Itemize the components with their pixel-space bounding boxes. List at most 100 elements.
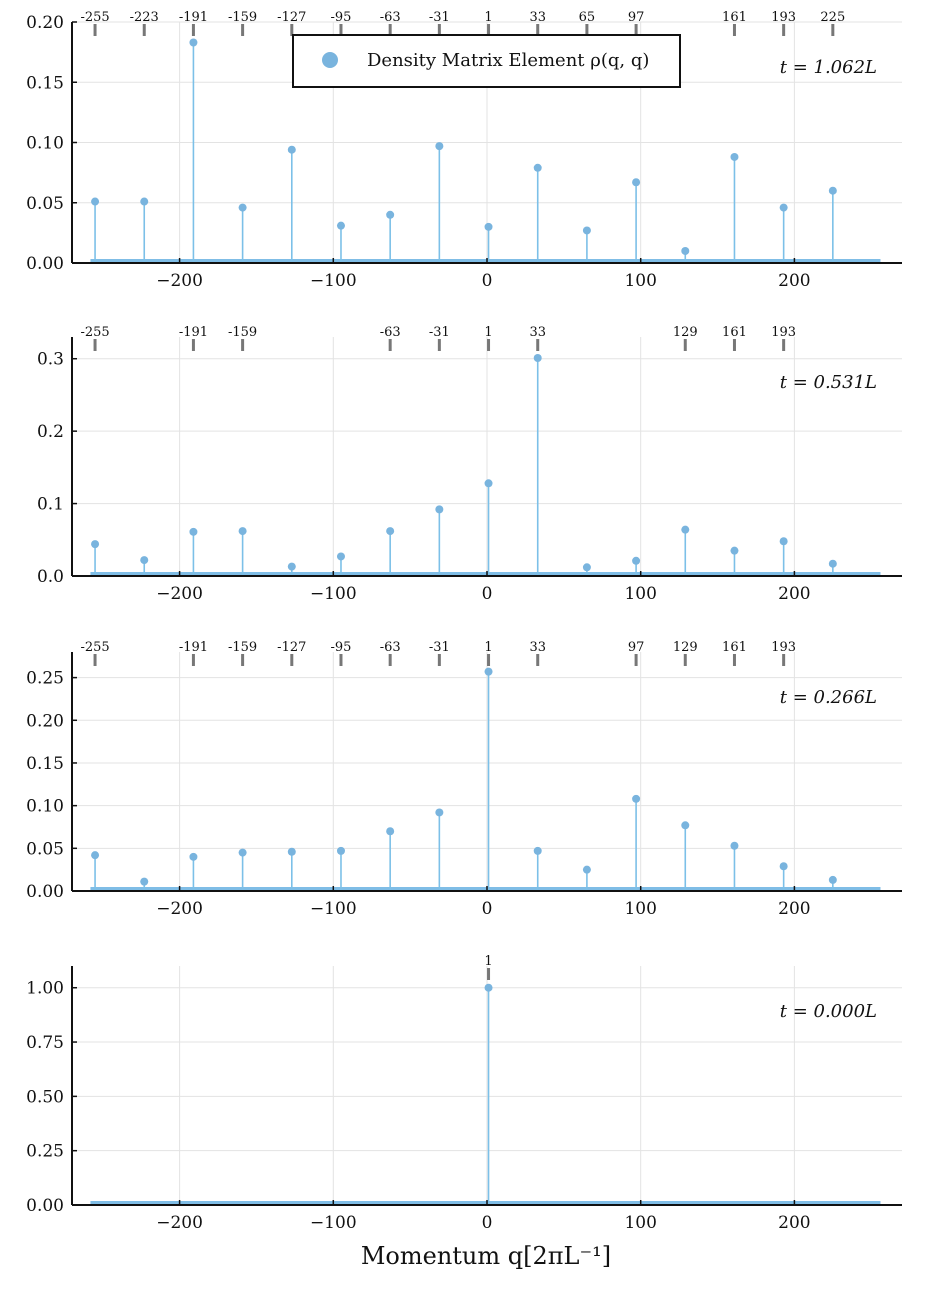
x-axis-label: Momentum q[2πL⁻¹] bbox=[361, 1242, 611, 1270]
data-point bbox=[484, 983, 493, 992]
top-tick-label: 1 bbox=[484, 640, 492, 655]
y-tick-label: 0.2 bbox=[37, 422, 64, 442]
data-point bbox=[828, 559, 837, 568]
y-tick-label: 0.25 bbox=[26, 1142, 64, 1162]
data-point bbox=[91, 540, 100, 549]
top-tick-label: 225 bbox=[820, 10, 845, 25]
top-tick-label: 129 bbox=[673, 325, 698, 340]
data-point bbox=[91, 197, 100, 206]
top-tick-label: -31 bbox=[429, 325, 450, 340]
top-tick-label: -159 bbox=[228, 325, 257, 340]
data-point bbox=[189, 527, 198, 536]
top-tick-label: 97 bbox=[628, 640, 645, 655]
y-tick-label: 0.0 bbox=[37, 567, 64, 587]
data-point bbox=[238, 848, 247, 857]
top-tick-label: 193 bbox=[771, 640, 796, 655]
data-point bbox=[140, 197, 149, 206]
top-tick-label: -223 bbox=[130, 10, 159, 25]
top-tick-label: -159 bbox=[228, 10, 257, 25]
top-tick-label: -127 bbox=[277, 10, 306, 25]
data-point bbox=[632, 794, 641, 803]
time-label: t = 0.000L bbox=[780, 1001, 877, 1022]
top-tick-label: -255 bbox=[80, 10, 109, 25]
data-point bbox=[582, 226, 591, 235]
top-tick-label: 193 bbox=[771, 325, 796, 340]
data-point bbox=[681, 525, 690, 534]
data-point bbox=[435, 142, 444, 151]
data-point bbox=[287, 145, 296, 154]
x-tick-label: −200 bbox=[156, 271, 203, 291]
data-point bbox=[484, 222, 493, 231]
time-label: t = 0.531L bbox=[780, 372, 877, 393]
panels-group: 0.000.050.100.150.20−200 −100 0 100 200-255-… bbox=[26, 10, 902, 1233]
x-tick-label: 0 bbox=[482, 899, 493, 919]
top-tick-label: 161 bbox=[722, 325, 747, 340]
y-tick-label: 0.75 bbox=[26, 1033, 64, 1053]
data-point bbox=[779, 862, 788, 871]
x-tick-label: 100 bbox=[624, 584, 656, 604]
x-tick-label: 200 bbox=[778, 584, 810, 604]
data-point bbox=[828, 875, 837, 884]
top-tick-label: 33 bbox=[529, 325, 546, 340]
top-tick-label: -31 bbox=[429, 640, 450, 655]
data-point bbox=[336, 552, 345, 561]
top-tick-label: -95 bbox=[331, 10, 352, 25]
top-tick-label: 1 bbox=[484, 325, 492, 340]
y-tick-label: 0.20 bbox=[26, 711, 64, 731]
x-tick-label: 200 bbox=[778, 1213, 810, 1233]
data-point bbox=[140, 556, 149, 565]
y-tick-label: 0.15 bbox=[26, 73, 64, 93]
x-tick-label: −100 bbox=[310, 584, 357, 604]
data-point bbox=[91, 851, 100, 860]
top-tick-label: -191 bbox=[179, 10, 208, 25]
x-tick-label: 0 bbox=[482, 1213, 493, 1233]
y-tick-label: 0.10 bbox=[26, 797, 64, 817]
data-point bbox=[386, 827, 395, 836]
data-point bbox=[730, 546, 739, 555]
data-point bbox=[533, 846, 542, 855]
data-point bbox=[336, 846, 345, 855]
top-tick-label: -191 bbox=[179, 325, 208, 340]
top-tick-label: -63 bbox=[380, 325, 401, 340]
top-tick-label: 161 bbox=[722, 10, 747, 25]
top-tick-label: 193 bbox=[771, 10, 796, 25]
top-tick-label: -127 bbox=[277, 640, 306, 655]
y-tick-label: 0.25 bbox=[26, 669, 64, 689]
y-tick-label: 0.00 bbox=[26, 254, 64, 274]
time-label: t = 0.266L bbox=[780, 687, 877, 708]
top-tick-label: 33 bbox=[529, 640, 546, 655]
top-tick-label: 1 bbox=[484, 954, 492, 969]
data-point bbox=[632, 556, 641, 565]
x-tick-label: 100 bbox=[624, 271, 656, 291]
top-tick-label: -31 bbox=[429, 10, 450, 25]
top-tick-label: -95 bbox=[331, 640, 352, 655]
data-point bbox=[681, 821, 690, 830]
top-tick-label: 161 bbox=[722, 640, 747, 655]
x-tick-label: −200 bbox=[156, 584, 203, 604]
data-point bbox=[386, 527, 395, 536]
y-tick-label: 1.00 bbox=[26, 979, 64, 999]
data-point bbox=[435, 808, 444, 817]
panel-4: 0.00 0.25 0.50 0.75 1.00 −200 −100 0 100 200 1 t = … bbox=[26, 954, 902, 1233]
top-tick-label: 33 bbox=[529, 10, 546, 25]
data-point bbox=[238, 527, 247, 536]
data-point bbox=[484, 667, 493, 676]
y-tick-label: 0.20 bbox=[26, 13, 64, 33]
top-tick-label: -255 bbox=[80, 325, 109, 340]
x-tick-label: −100 bbox=[310, 899, 357, 919]
data-point bbox=[779, 203, 788, 212]
x-tick-label: −200 bbox=[156, 899, 203, 919]
x-tick-label: 200 bbox=[778, 271, 810, 291]
data-point bbox=[730, 841, 739, 850]
data-point bbox=[582, 563, 591, 572]
top-tick-label: -255 bbox=[80, 640, 109, 655]
y-tick-label: 0.10 bbox=[26, 134, 64, 154]
top-tick-label: 65 bbox=[579, 10, 596, 25]
data-point bbox=[189, 852, 198, 861]
y-tick-label: 0.50 bbox=[26, 1087, 64, 1107]
legend-box bbox=[292, 34, 681, 88]
top-tick-label: -63 bbox=[380, 640, 401, 655]
x-tick-label: 100 bbox=[624, 1213, 656, 1233]
y-tick-label: 0.1 bbox=[37, 495, 64, 515]
